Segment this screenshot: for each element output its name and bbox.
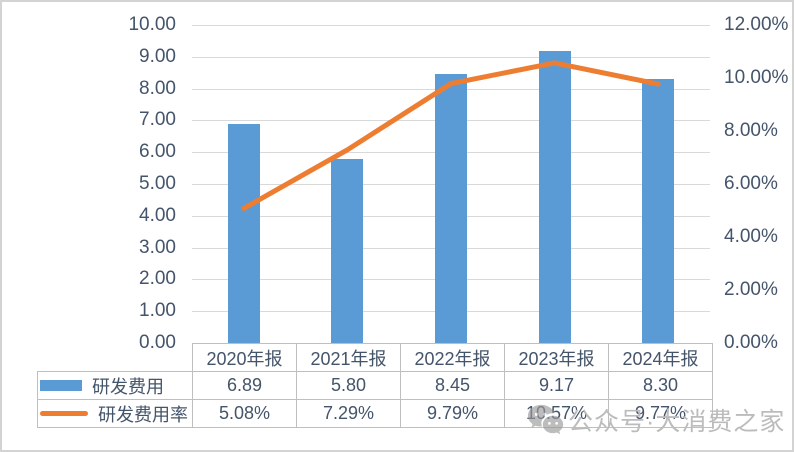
right-axis-tick: 0.00% — [724, 332, 778, 353]
legend-label: 研发费用 — [92, 376, 164, 397]
value-cell: 7.29% — [296, 399, 401, 428]
value-cell: 8.30 — [608, 371, 713, 400]
left-axis-tick: 2.00 — [139, 268, 176, 290]
value-cell: 5.80 — [296, 371, 401, 400]
category-header: 2020年报 — [192, 343, 297, 372]
bar-2020年报 — [227, 123, 260, 343]
value-cell: 10.57% — [504, 399, 609, 428]
left-axis-tick: 5.00 — [139, 173, 176, 194]
left-axis-tick: 9.00 — [139, 45, 176, 67]
right-axis-tick: 10.00% — [724, 67, 789, 88]
left-axis-tick: 7.00 — [139, 109, 176, 131]
line-series — [241, 60, 661, 211]
bar-2021年报 — [331, 158, 364, 343]
value-cell: 8.45 — [400, 371, 505, 400]
left-axis-tick: 8.00 — [139, 77, 176, 99]
category-header: 2021年报 — [296, 343, 401, 372]
bar-2024年报 — [642, 79, 675, 343]
right-axis-tick: 2.00% — [724, 279, 778, 300]
table-row-line-series: 研发费用率 5.08% 7.29% 9.79% 10.57% 9.77% — [37, 399, 713, 428]
left-axis-tick: 0.00 — [139, 332, 176, 353]
left-axis-tick: 4.00 — [139, 204, 176, 226]
category-header: 2022年报 — [400, 343, 505, 372]
legend-cell: 研发费用率 — [37, 399, 193, 428]
bar-legend-swatch-icon — [40, 380, 82, 391]
line-legend-swatch-icon — [40, 411, 88, 416]
plot-area — [192, 25, 710, 343]
left-axis-tick: 3.00 — [139, 236, 176, 258]
value-cell: 9.77% — [608, 399, 713, 428]
legend-label: 研发费用率 — [98, 404, 188, 425]
value-cell: 5.08% — [192, 399, 297, 428]
category-header: 2023年报 — [504, 343, 609, 372]
legend-cell: 研发费用 — [37, 371, 193, 400]
line-path — [241, 60, 661, 211]
left-axis-tick: 10.00 — [128, 14, 176, 35]
bar-2022年报 — [435, 74, 467, 343]
gridline — [192, 25, 710, 26]
table-row-bar-series: 研发费用 6.89 5.80 8.45 9.17 8.30 — [37, 371, 713, 400]
data-table: 2020年报 2021年报 2022年报 2023年报 2024年报研发费用 6.89 5.… — [37, 343, 713, 428]
category-header: 2024年报 — [608, 343, 713, 372]
value-cell: 9.79% — [400, 399, 505, 428]
right-axis-tick: 12.00% — [724, 14, 789, 35]
bar-2023年报 — [538, 51, 571, 343]
value-cell: 9.17 — [504, 371, 609, 400]
right-axis-tick: 6.00% — [724, 173, 778, 194]
value-cell: 6.89 — [192, 371, 297, 400]
left-axis-tick: 1.00 — [139, 300, 176, 322]
table-corner-cell — [38, 344, 193, 372]
gridline — [192, 56, 710, 58]
left-axis-tick: 6.00 — [139, 141, 176, 163]
right-axis-tick: 8.00% — [724, 120, 778, 141]
right-axis-tick: 4.00% — [724, 226, 778, 247]
table-header-row: 2020年报 2021年报 2022年报 2023年报 2024年报 — [38, 343, 713, 372]
